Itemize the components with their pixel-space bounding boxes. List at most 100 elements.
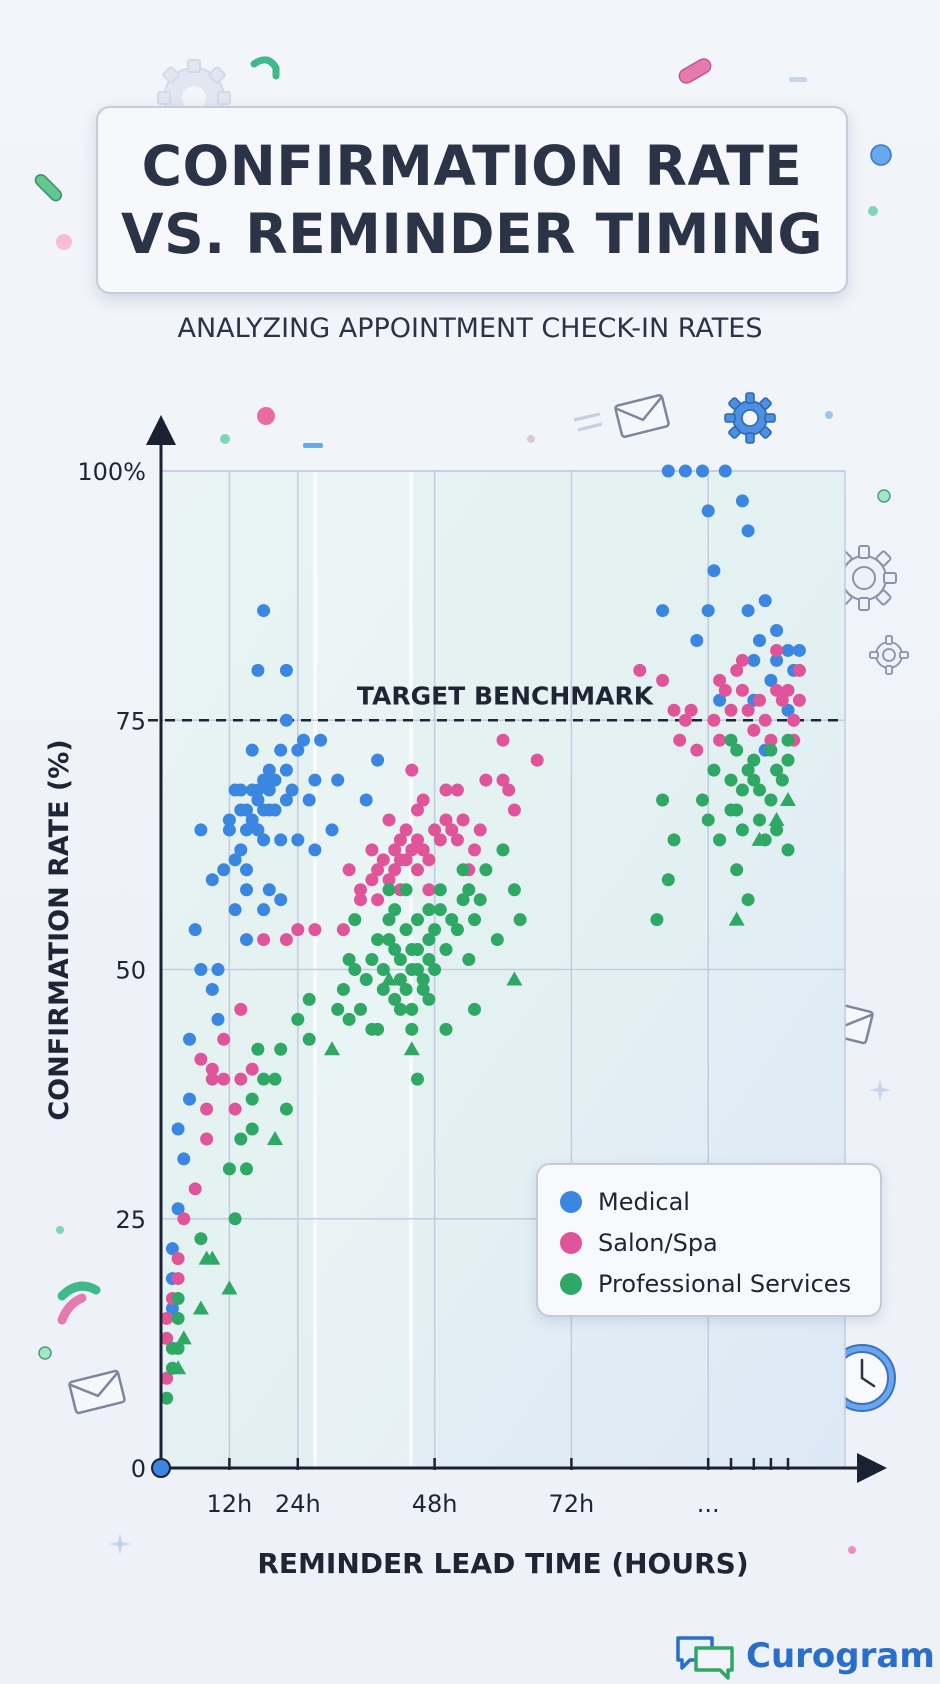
point-professional-services xyxy=(713,833,727,847)
point-medical xyxy=(257,903,271,917)
point-professional-services xyxy=(775,773,789,787)
point-professional-services xyxy=(302,992,316,1006)
point-professional-services xyxy=(348,913,362,927)
point-salon-spa xyxy=(416,843,430,857)
point-salon-spa xyxy=(770,683,784,697)
point-medical xyxy=(792,643,806,657)
point-medical xyxy=(371,753,385,767)
triangle-point-professional-services xyxy=(780,792,796,807)
point-salon-spa xyxy=(741,703,755,717)
legend-swatch-medical xyxy=(560,1190,582,1213)
point-professional-services xyxy=(336,982,350,996)
point-medical xyxy=(279,663,293,677)
point-salon-spa xyxy=(171,1252,185,1266)
point-medical xyxy=(228,853,242,867)
point-medical xyxy=(188,923,202,937)
point-professional-services xyxy=(433,903,447,917)
point-professional-services xyxy=(428,963,442,976)
point-professional-services xyxy=(359,972,373,986)
dot-decoration xyxy=(527,435,535,443)
point-professional-services xyxy=(245,1122,259,1136)
point-professional-services xyxy=(741,763,755,777)
point-medical xyxy=(205,873,219,887)
subtitle: ANALYZING APPOINTMENT CHECK-IN RATES xyxy=(177,313,763,344)
point-medical xyxy=(240,803,253,817)
point-salon-spa xyxy=(433,833,447,847)
point-salon-spa xyxy=(411,863,424,877)
point-professional-services xyxy=(171,1292,185,1306)
point-medical xyxy=(707,564,721,578)
point-salon-spa xyxy=(450,833,464,847)
point-professional-services xyxy=(376,963,390,976)
point-professional-services xyxy=(696,793,709,807)
point-medical xyxy=(747,653,761,667)
point-professional-services xyxy=(382,913,396,927)
point-medical xyxy=(690,633,704,647)
point-professional-services xyxy=(753,783,766,797)
point-medical xyxy=(228,903,242,917)
y-tick-label: 25 xyxy=(115,1206,146,1234)
point-salon-spa xyxy=(678,713,692,727)
point-salon-spa xyxy=(456,813,470,827)
triangle-point-professional-services xyxy=(221,1280,238,1295)
point-salon-spa xyxy=(342,863,356,877)
pill-decoration xyxy=(678,58,712,84)
point-professional-services xyxy=(234,1132,248,1146)
point-medical xyxy=(701,504,715,518)
point-medical xyxy=(781,643,795,657)
point-medical xyxy=(251,783,265,797)
point-professional-services xyxy=(770,763,784,777)
point-salon-spa xyxy=(468,843,481,857)
point-medical xyxy=(234,783,248,797)
point-professional-services xyxy=(422,903,436,917)
triangle-point-professional-services xyxy=(170,1360,187,1375)
point-medical xyxy=(741,524,755,538)
y-tick-label: 75 xyxy=(115,707,146,735)
x-axis-title: REMINDER LEAD TIME (HOURS) xyxy=(257,1547,748,1580)
point-salon-spa xyxy=(393,833,407,847)
point-medical xyxy=(279,793,293,807)
point-professional-services xyxy=(462,953,476,967)
point-salon-spa xyxy=(171,1272,185,1286)
title-line-2: VS. REMINDER TIMING xyxy=(121,202,823,266)
point-professional-services xyxy=(439,1022,453,1036)
point-salon-spa xyxy=(473,823,487,837)
point-professional-services xyxy=(240,1162,253,1176)
point-professional-services xyxy=(496,843,510,857)
point-professional-services xyxy=(376,982,390,996)
point-salon-spa xyxy=(667,703,681,717)
point-medical xyxy=(735,494,749,508)
point-salon-spa xyxy=(787,713,801,727)
point-professional-services xyxy=(456,893,470,907)
point-medical xyxy=(696,464,709,478)
point-salon-spa xyxy=(234,1072,248,1086)
point-salon-spa xyxy=(724,703,738,717)
point-salon-spa xyxy=(371,863,385,877)
point-medical xyxy=(302,793,316,807)
point-professional-services xyxy=(490,933,504,947)
point-salon-spa xyxy=(792,663,806,677)
point-professional-services xyxy=(388,903,402,917)
point-salon-spa xyxy=(718,683,732,697)
point-professional-services xyxy=(411,943,424,957)
point-medical xyxy=(274,833,288,847)
x-tick-label: 24h xyxy=(275,1490,321,1518)
chart-legend: Medical Salon/Spa Professional Services xyxy=(536,1163,882,1317)
dash-decoration xyxy=(789,77,807,82)
point-professional-services xyxy=(735,783,749,797)
dot-decoration xyxy=(220,434,230,444)
point-medical xyxy=(291,833,305,847)
dot-decoration xyxy=(56,234,72,250)
x-tick-label: 48h xyxy=(412,1490,458,1518)
point-professional-services xyxy=(468,913,481,927)
point-medical xyxy=(257,773,271,787)
brand-logo: Curogram xyxy=(674,1632,935,1680)
dot-decoration xyxy=(56,1226,64,1234)
point-salon-spa xyxy=(764,733,778,747)
dot-decoration xyxy=(38,1346,52,1360)
point-medical xyxy=(268,773,282,787)
point-medical xyxy=(177,1152,191,1166)
dot-decoration xyxy=(825,411,833,419)
point-salon-spa xyxy=(399,823,413,837)
point-professional-services xyxy=(428,923,442,937)
